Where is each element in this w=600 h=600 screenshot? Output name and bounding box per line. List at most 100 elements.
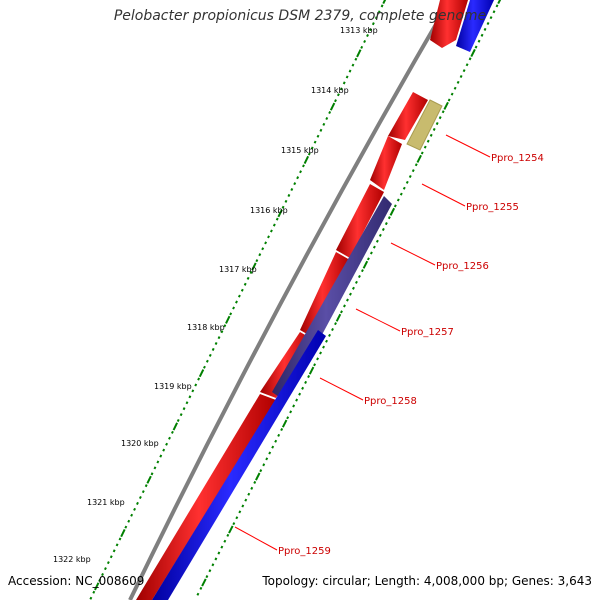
minor-tick: [165, 442, 169, 446]
kbp-label: 1314 kbp: [311, 86, 349, 95]
minor-tick: [405, 180, 409, 184]
kbp-labels: 1313 kbp 1314 kbp 1315 kbp 1316 kbp 1317…: [53, 26, 378, 564]
minor-tick: [316, 134, 320, 138]
leader-line: [421, 183, 466, 207]
major-tick: [443, 101, 449, 110]
gene-feature[interactable]: [456, 0, 494, 52]
minor-tick: [258, 253, 262, 257]
minor-tick: [253, 480, 257, 484]
minor-tick: [468, 57, 472, 61]
minor-tick: [313, 363, 317, 367]
gene-feature[interactable]: [136, 394, 276, 600]
kbp-label: 1315 kbp: [281, 146, 319, 155]
gene-feature[interactable]: [336, 184, 384, 258]
minor-tick: [348, 69, 352, 73]
minor-tick: [334, 322, 337, 326]
major-tick: [225, 315, 231, 324]
minor-tick: [450, 92, 454, 96]
minor-tick: [351, 63, 355, 67]
minor-tick: [381, 227, 385, 231]
minor-tick: [211, 563, 215, 567]
kbp-label: 1318 kbp: [187, 323, 225, 332]
gene-label[interactable]: Ppro_1258: [364, 396, 417, 407]
minor-tick: [274, 439, 278, 443]
reverse-strand-genes: [152, 0, 494, 600]
major-tick: [281, 419, 288, 428]
gene-label[interactable]: Ppro_1257: [401, 327, 454, 338]
minor-tick: [249, 270, 253, 274]
kbp-label: 1319 kbp: [154, 382, 192, 391]
gene-label[interactable]: Ppro_1259: [278, 546, 331, 557]
minor-tick: [133, 507, 136, 511]
gene-feature[interactable]: [152, 330, 326, 600]
minor-tick: [115, 543, 119, 547]
minor-tick: [346, 298, 349, 302]
minor-tick: [355, 280, 358, 284]
minor-tick: [447, 98, 451, 102]
minor-tick: [208, 353, 212, 357]
minor-tick: [336, 93, 340, 97]
minor-tick: [357, 275, 361, 279]
minor-tick: [340, 310, 343, 314]
minor-tick: [299, 170, 302, 174]
minor-tick: [153, 466, 157, 470]
minor-tick: [495, 4, 499, 8]
gene-label[interactable]: Ppro_1254: [491, 153, 544, 164]
minor-tick: [244, 498, 248, 502]
minor-tick: [159, 454, 163, 458]
minor-tick: [220, 330, 224, 334]
minor-tick: [480, 33, 484, 37]
gene-feature[interactable]: [388, 92, 428, 140]
minor-tick: [369, 28, 372, 32]
scale-track: [89, 0, 387, 600]
minor-tick: [124, 525, 128, 529]
gene-label[interactable]: Ppro_1256: [436, 261, 489, 272]
minor-tick: [182, 407, 186, 411]
minor-tick: [208, 569, 212, 573]
minor-tick: [264, 241, 268, 245]
minor-tick: [235, 516, 239, 520]
minor-tick: [127, 519, 131, 523]
minor-tick: [438, 116, 442, 120]
minor-tick: [328, 333, 331, 337]
gene-label[interactable]: Ppro_1255: [466, 202, 519, 213]
minor-tick: [292, 404, 296, 408]
minor-tick: [168, 436, 171, 440]
minor-tick: [354, 57, 358, 61]
minor-tick: [199, 586, 203, 590]
minor-tick: [377, 10, 381, 14]
kbp-label: 1313 kbp: [340, 26, 378, 35]
minor-tick: [462, 69, 466, 73]
minor-tick: [284, 199, 288, 203]
major-tick: [277, 209, 283, 218]
minor-tick: [363, 39, 367, 43]
minor-tick: [109, 555, 113, 559]
minor-tick: [246, 276, 250, 280]
major-tick: [382, 0, 387, 5]
genome-summary: Topology: circular; Length: 4,008,000 bp…: [262, 574, 592, 588]
minor-tick: [426, 139, 430, 143]
accession-text: Accession: NC_008609: [8, 574, 145, 588]
minor-tick: [414, 163, 418, 167]
gene-feature[interactable]: [406, 99, 443, 151]
minor-tick: [141, 490, 145, 494]
minor-tick: [325, 116, 329, 120]
map-title: Pelobacter propionicus DSM 2379, complet…: [113, 8, 487, 24]
minor-tick: [420, 151, 424, 155]
kbp-label: 1317 kbp: [219, 265, 257, 274]
minor-tick: [268, 451, 272, 455]
minor-tick: [138, 495, 142, 500]
minor-tick: [319, 128, 323, 132]
major-tick: [120, 529, 126, 538]
leader-line: [234, 526, 278, 551]
gene-feature[interactable]: [272, 196, 392, 402]
gene-feature[interactable]: [430, 0, 468, 48]
minor-tick: [211, 347, 215, 351]
gene-feature[interactable]: [300, 252, 350, 338]
major-tick: [416, 154, 422, 163]
minor-tick: [453, 86, 457, 90]
minor-tick: [130, 513, 134, 517]
gene-feature[interactable]: [370, 136, 402, 190]
minor-tick: [262, 463, 266, 467]
